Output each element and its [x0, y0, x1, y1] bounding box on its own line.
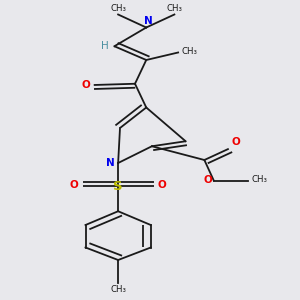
Text: N: N — [106, 158, 114, 167]
Text: CH₃: CH₃ — [167, 4, 182, 13]
Text: O: O — [203, 175, 212, 185]
Text: S: S — [113, 180, 123, 193]
Text: O: O — [232, 137, 241, 147]
Text: CH₃: CH₃ — [110, 4, 126, 13]
Text: H: H — [101, 41, 109, 51]
Text: CH₃: CH₃ — [110, 285, 126, 294]
Text: O: O — [158, 180, 166, 190]
Text: N: N — [144, 16, 152, 26]
Text: O: O — [70, 180, 79, 190]
Text: CH₃: CH₃ — [182, 47, 198, 56]
Text: CH₃: CH₃ — [251, 176, 267, 184]
Text: O: O — [81, 80, 90, 89]
